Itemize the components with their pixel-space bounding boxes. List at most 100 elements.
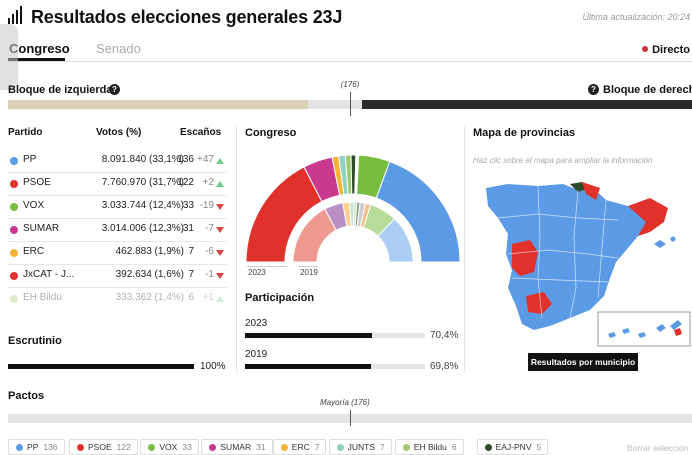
map-cataluna — [628, 198, 668, 236]
chip-color-dot — [336, 443, 344, 451]
party-row[interactable]: PSOE 7.760.970 (31,7%) 122 +2 — [8, 173, 227, 196]
arrow-down-icon — [216, 204, 224, 210]
pact-chip[interactable]: SUMAR 31 — [201, 439, 273, 455]
escrutinio-value: 100% — [200, 361, 226, 372]
party-seat-change: -1 — [205, 269, 214, 280]
map-canarias-inset — [597, 311, 691, 347]
pactos-majority-label: Mayoría (176) — [320, 398, 370, 407]
party-color-dot — [10, 272, 18, 280]
map-canarias — [608, 320, 682, 338]
chip-party: PSOE — [88, 442, 112, 452]
party-name: JxCAT - J... — [23, 269, 75, 280]
party-votes: 333.362 (1,4%) — [115, 292, 184, 303]
clear-selection-button[interactable]: Borrar selección — [627, 443, 689, 453]
chip-seats: 7 — [314, 442, 320, 452]
participacion-bar-2019 — [245, 364, 371, 369]
party-row[interactable]: VOX 3.033.744 (12,4%) 33 -19 — [8, 196, 227, 219]
participacion-year: 2023 — [245, 318, 268, 329]
tabs-divider — [8, 61, 692, 62]
bar-chart-logo-icon — [8, 6, 26, 24]
scroll-handle[interactable] — [0, 24, 18, 90]
arrow-up-icon — [216, 158, 224, 164]
seats-2023-pp — [375, 160, 461, 263]
party-row[interactable]: SUMAR 3.014.006 (12,3%) 31 -7 — [8, 219, 227, 242]
participacion-bar-2023 — [245, 333, 372, 338]
column-divider — [464, 126, 465, 372]
party-seats: 7 — [188, 269, 194, 280]
year-2023-label: 2023 — [248, 268, 266, 277]
chip-seats: 5 — [536, 442, 542, 452]
hemicycle-chart[interactable] — [244, 150, 462, 264]
pactos-majority-marker — [350, 410, 351, 426]
bloc-left-label: Bloque de izquierda — [8, 84, 113, 96]
party-votes: 3.014.006 (12,3%) — [101, 223, 184, 234]
municipios-button[interactable]: Resultados por municipio — [528, 353, 638, 371]
live-indicator[interactable]: Directo — [642, 44, 690, 56]
header-partido: Partido — [8, 127, 43, 138]
province-map[interactable] — [478, 178, 692, 348]
party-color-dot — [10, 180, 18, 188]
party-row[interactable]: EH Bildu 333.362 (1,4%) 6 +1 — [8, 288, 227, 311]
party-color-dot — [10, 226, 18, 234]
party-seat-change: -19 — [199, 200, 214, 211]
pact-chip[interactable]: PP 136 — [8, 439, 65, 455]
map-baleares — [654, 236, 676, 248]
chip-party: SUMAR — [220, 442, 252, 452]
participacion-value: 70,4% — [430, 330, 459, 341]
pact-chip[interactable]: PSOE 122 — [69, 439, 138, 455]
party-seat-change: -7 — [205, 223, 214, 234]
page-title: Resultados elecciones generales 23J — [31, 7, 343, 27]
map-sevilla — [526, 292, 552, 314]
party-row[interactable]: PP 8.091.840 (33,1%) 136 +47 — [8, 150, 227, 173]
chip-color-dot — [148, 443, 156, 451]
arrow-up-icon — [216, 181, 224, 187]
party-seats: 136 — [177, 154, 194, 165]
party-row[interactable]: ERC 462.883 (1,9%) 7 -6 — [8, 242, 227, 265]
chip-seats: 33 — [182, 442, 192, 452]
party-name: ERC — [23, 246, 45, 257]
map-hint: Haz clic sobre el mapa para ampliar la i… — [473, 156, 653, 165]
party-seats: 33 — [182, 200, 194, 211]
chip-seats: 136 — [43, 442, 58, 452]
chip-party: EAJ-PNV — [495, 442, 532, 452]
map-peninsula — [486, 184, 650, 330]
bloc-bar-left — [8, 100, 308, 109]
bloc-right-label: Bloque de derecha — [603, 84, 692, 96]
chip-party: EH Bildu — [413, 442, 447, 452]
active-tab-indicator — [8, 58, 65, 61]
party-seats: 6 — [188, 292, 194, 303]
party-name: SUMAR — [23, 223, 60, 234]
arrow-up-icon — [216, 296, 224, 302]
chip-seats: 7 — [379, 442, 385, 452]
help-left-icon[interactable]: ? — [109, 84, 120, 95]
party-color-dot — [10, 295, 18, 303]
party-seats: 31 — [182, 223, 194, 234]
party-seat-change: -6 — [205, 246, 214, 257]
arrow-down-icon — [216, 250, 224, 256]
year-2019-label: 2019 — [300, 268, 318, 277]
party-row[interactable]: JxCAT - J... 392.634 (1,6%) 7 -1 — [8, 265, 227, 288]
tab-senado[interactable]: Senado — [96, 41, 141, 56]
year-divider — [247, 266, 287, 267]
chip-color-dot — [484, 443, 492, 451]
chip-color-dot — [280, 443, 288, 451]
pact-chip[interactable]: VOX 33 — [140, 439, 199, 455]
header-escanos: Escaños — [180, 127, 222, 138]
party-votes: 462.883 (1,9%) — [115, 246, 184, 257]
chip-seats: 122 — [116, 442, 131, 452]
pact-chip[interactable]: EAJ-PNV 5 — [476, 439, 549, 455]
chip-party: ERC — [291, 442, 310, 452]
pact-chip[interactable]: JUNTS 7 — [328, 439, 392, 455]
party-seat-change: +47 — [197, 154, 214, 165]
pactos-label: Pactos — [8, 390, 45, 402]
pact-chip[interactable]: EH Bildu 6 — [394, 439, 464, 455]
party-votes: 8.091.840 (33,1%) — [101, 154, 184, 165]
party-color-dot — [10, 157, 18, 165]
help-right-icon[interactable]: ? — [588, 84, 599, 95]
last-update-text: Última actualización: 20:24 — [582, 12, 690, 22]
pact-chip[interactable]: ERC 7 — [272, 439, 327, 455]
tab-congreso[interactable]: Congreso — [9, 41, 70, 56]
year-divider — [298, 266, 318, 267]
chip-color-dot — [77, 443, 84, 451]
arrow-down-icon — [216, 273, 224, 279]
